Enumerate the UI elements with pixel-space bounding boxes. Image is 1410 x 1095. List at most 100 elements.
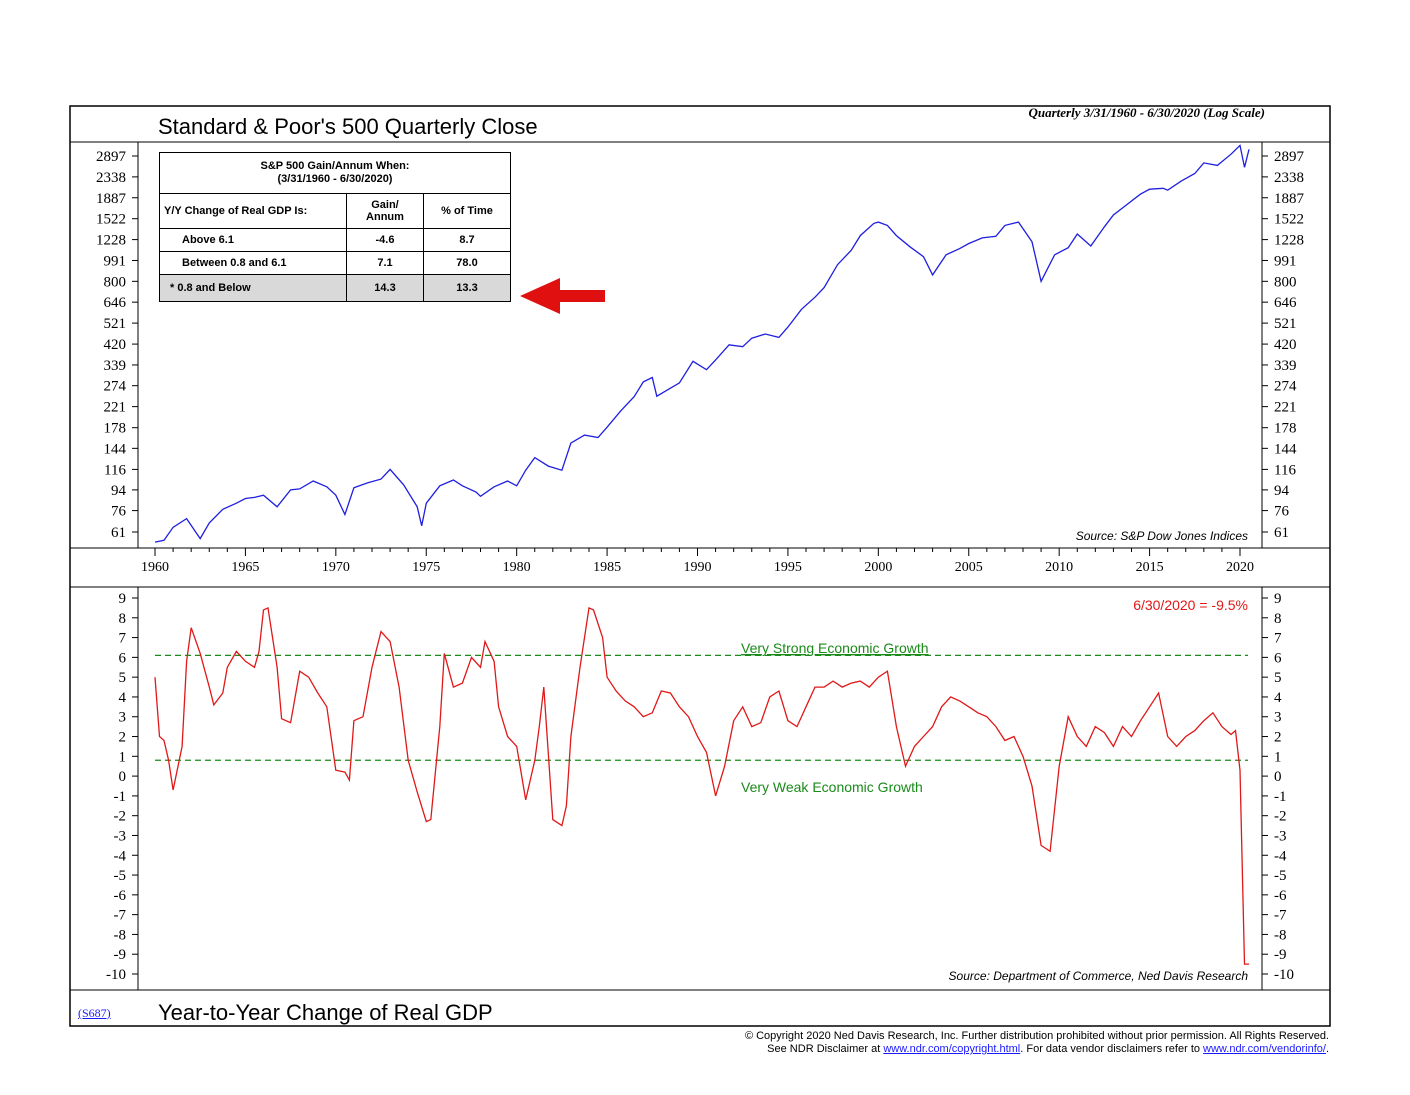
y-tick-label-left: 800 <box>104 274 127 290</box>
y-tick-label-left: 646 <box>104 295 127 311</box>
page-title: Standard & Poor's 500 Quarterly Close <box>158 114 538 139</box>
y-tick-label-right: 2 <box>1274 730 1282 746</box>
x-tick-label: 1960 <box>141 560 169 575</box>
y-tick-label-right: -5 <box>1274 868 1287 884</box>
row-pct: 13.3 <box>423 274 511 302</box>
x-tick-label: 1985 <box>593 560 621 575</box>
y-tick-label-right: 76 <box>1274 504 1290 520</box>
threshold-lines <box>155 654 1248 761</box>
y-tick-label-right: 800 <box>1274 274 1297 290</box>
disclaimer-pre: See NDR Disclaimer at <box>767 1043 884 1055</box>
y-tick-label-left: 2338 <box>96 170 126 186</box>
copyright-link[interactable]: www.ndr.com/copyright.html <box>883 1043 1021 1055</box>
y-tick-label-left: -6 <box>114 888 127 904</box>
vendor-info-link[interactable]: www.ndr.com/vendorinfo/ <box>1203 1043 1326 1055</box>
row-label: Above 6.1 <box>159 228 347 252</box>
y-tick-label-right: 3 <box>1274 710 1282 726</box>
y-tick-label-left: 2897 <box>96 149 127 165</box>
outer-border <box>69 105 1331 1027</box>
y-tick-label-left: -4 <box>114 848 127 864</box>
col3-header: % of Time <box>423 193 511 229</box>
y-tick-label-right: 8 <box>1274 611 1282 627</box>
y-tick-label-left: 76 <box>111 504 127 520</box>
y-tick-label-right: -2 <box>1274 809 1287 825</box>
year-axis: 1960 1965 1970 1975 1980 1985 1990 1995 2000 2005… <box>141 548 1254 575</box>
row-pct: 8.7 <box>423 228 511 252</box>
row-gain: 14.3 <box>346 274 424 302</box>
chart-code-link[interactable]: (S687) <box>78 1006 111 1020</box>
y-tick-label-right: -3 <box>1274 828 1287 844</box>
y-tick-label-right: 2338 <box>1274 170 1304 186</box>
y-tick-label-left: 61 <box>111 525 126 541</box>
copyright-notice: © Copyright 2020 Ned Davis Research, Inc… <box>745 1030 1329 1056</box>
y-tick-label-right: 144 <box>1274 441 1297 457</box>
x-tick-label: 1980 <box>503 560 531 575</box>
row-label: * 0.8 and Below <box>159 274 347 302</box>
y-tick-label-left: 274 <box>104 379 127 395</box>
y-tick-label-left: 2 <box>119 730 127 746</box>
y-tick-label-right: 521 <box>1274 316 1297 332</box>
y-tick-label-left: -7 <box>114 908 127 924</box>
row-gain: -4.6 <box>346 228 424 252</box>
y-tick-label-right: 646 <box>1274 295 1297 311</box>
copyright-line1: © Copyright 2020 Ned Davis Research, Inc… <box>744 1030 1329 1042</box>
bottom-panel-title: Year-to-Year Change of Real GDP <box>158 1000 493 1025</box>
y-tick-label-right: 339 <box>1274 358 1297 374</box>
y-tick-label-right: 94 <box>1274 483 1290 499</box>
copyright-line2: See NDR Disclaimer at www.ndr.com/copyri… <box>745 1043 1329 1056</box>
y-tick-label-right: 1522 <box>1274 212 1304 228</box>
y-tick-label-left: 1228 <box>96 233 126 249</box>
y-tick-label-right: -6 <box>1274 888 1287 904</box>
y-tick-label-right: 0 <box>1274 769 1282 785</box>
y-tick-label-left: 1522 <box>96 212 126 228</box>
table-title-cell: S&P 500 Gain/Annum When: (3/31/1960 - 6/… <box>159 152 511 194</box>
y-tick-label-left: 521 <box>104 316 127 332</box>
row-label: Between 0.8 and 6.1 <box>159 251 347 275</box>
y-tick-label-right: 116 <box>1274 462 1296 478</box>
y-tick-label-left: 6 <box>119 650 127 666</box>
y-tick-label-left: 94 <box>111 483 127 499</box>
x-tick-label: 2015 <box>1136 560 1164 575</box>
y-tick-label-left: 178 <box>104 421 127 437</box>
y-tick-label-left: 9 <box>119 591 127 607</box>
y-tick-label-left: 144 <box>104 441 127 457</box>
row-pct: 78.0 <box>423 251 511 275</box>
y-tick-label-right: 7 <box>1274 631 1282 647</box>
y-tick-label-left: -9 <box>114 947 127 963</box>
y-tick-label-right: 61 <box>1274 525 1289 541</box>
x-tick-label: 2020 <box>1226 560 1254 575</box>
latest-value-label: 6/30/2020 = -9.5% <box>1133 597 1248 613</box>
y-tick-label-left: 991 <box>104 253 127 269</box>
y-tick-label-left: 1 <box>119 749 127 765</box>
strong-growth-label: Very Strong Economic Growth <box>741 640 929 656</box>
table-title-line1: S&P 500 Gain/Annum When: <box>260 160 410 172</box>
x-tick-label: 2005 <box>955 560 983 575</box>
y-tick-label-left: 0 <box>119 769 127 785</box>
gdp-series-line <box>154 606 1249 965</box>
x-tick-label: 1995 <box>774 560 802 575</box>
x-tick-label: 1975 <box>412 560 440 575</box>
col2-header: Gain/ Annum <box>346 193 424 229</box>
y-tick-label-right: -10 <box>1274 967 1294 983</box>
y-tick-label-left: -8 <box>114 927 127 943</box>
y-tick-label-left: -2 <box>114 809 127 825</box>
table-header-row: Y/Y Change of Real GDP Is: Gain/ Annum %… <box>159 193 511 229</box>
y-tick-label-left: -10 <box>106 967 126 983</box>
row-gain: 7.1 <box>346 251 424 275</box>
arrow-head <box>520 278 560 314</box>
col1-header: Y/Y Change of Real GDP Is: <box>159 193 347 229</box>
y-tick-label-left: 221 <box>104 400 127 416</box>
y-tick-label-left: -1 <box>114 789 127 805</box>
y-tick-label-left: 8 <box>119 611 127 627</box>
y-tick-label-right: 1887 <box>1274 191 1305 207</box>
table-row: Between 0.8 and 6.1 7.1 78.0 <box>159 251 511 275</box>
table-title-line2: (3/31/1960 - 6/30/2020) <box>277 173 393 185</box>
y-tick-label-right: 274 <box>1274 379 1297 395</box>
y-tick-label-right: -4 <box>1274 848 1287 864</box>
x-tick-label: 1970 <box>322 560 350 575</box>
y-tick-label-right: 178 <box>1274 421 1297 437</box>
y-tick-label-right: 4 <box>1274 690 1282 706</box>
sp500-source-label: Source: S&P Dow Jones Indices <box>1076 529 1248 543</box>
table-row: Above 6.1 -4.6 8.7 <box>159 228 511 252</box>
